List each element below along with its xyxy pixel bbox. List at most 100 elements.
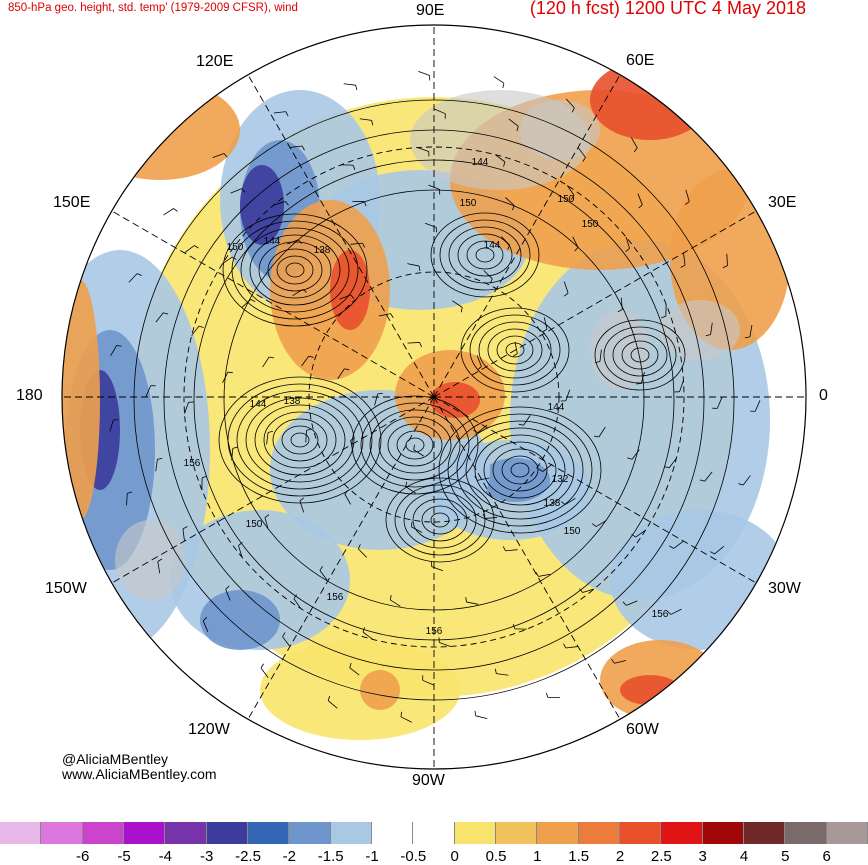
wind-barb [293,598,302,609]
wind-barb [566,185,575,196]
wind-barb-flag [502,546,506,552]
height-contour [403,491,477,549]
wind-barb [241,299,252,308]
height-contour [487,328,543,372]
wind-barb-flag [405,481,408,487]
wind-barb [260,667,269,678]
wind-barb [508,118,519,127]
height-contour [387,423,443,467]
height-contour [612,333,668,377]
wind-barb-flag [163,312,169,315]
height-contour [621,340,659,370]
meridian-line [433,396,757,584]
wind-barb [344,493,352,505]
wind-barb [625,236,630,249]
wind-barb [635,529,646,538]
height-contour [267,248,323,292]
wind-barb [673,540,684,549]
wind-barb [424,222,437,228]
lon-label-30e: 30E [768,194,797,211]
colorbar-swatch [247,822,290,844]
wind-barb-flag [350,437,356,441]
wind-barb-flag [260,663,264,669]
wind-barb [466,601,479,605]
wind-barb-flag [545,692,549,698]
height-contour [483,441,557,499]
wind-barb [155,312,164,323]
wind-barb [726,253,728,266]
wind-barb-flag [350,294,355,299]
colorbar-tick-label: 2 [615,848,625,865]
wind-barb [428,184,440,190]
wind-barb-flag [542,328,548,333]
wind-barb-flag [302,289,308,293]
colorbar-tick-label: 0.5 [485,848,507,865]
wind-barb [563,281,569,294]
wind-barb [679,380,684,392]
wind-barb-flag [563,643,567,649]
wind-barb [542,463,553,472]
map-disk: 144 150 150 150 144 150 144 138 144 138 156 150 132 1… [62,25,806,769]
height-contour [475,247,495,263]
height-contour [412,498,468,542]
wind-barb [273,111,286,114]
wind-barb [538,573,551,577]
wind-barb-flag [518,423,524,426]
wind-barb-flag [389,594,392,601]
colorbar-swatch [619,822,662,844]
wind-barb-flag [502,83,505,89]
height-label: 138 [284,396,301,407]
height-contour [276,255,314,285]
colorbar-swatch [41,822,83,844]
height-contour [469,314,561,386]
height-label: 156 [426,626,443,637]
wind-barb [128,273,138,283]
wind-barb [598,426,606,438]
wind-barb [411,526,423,533]
anomaly-patch [430,382,480,418]
height-label: 156 [327,592,344,603]
wind-barb-flag [127,491,133,494]
colorbar-swatch [454,822,496,844]
wind-barb [501,236,510,246]
wind-barb-flag [418,265,421,272]
wind-barb [599,349,602,362]
credit-website: www.AliciaMBentley.com [62,766,217,782]
height-contour [394,484,486,556]
anomaly-patch [62,280,100,520]
wind-barb-flag [173,208,178,212]
height-label: 150 [460,198,477,209]
wind-barb-flag [362,627,365,633]
meridian-line [247,74,435,398]
wind-barb-flag [344,489,349,495]
wind-barb [614,660,627,664]
height-contour [249,234,341,306]
wind-barb [301,355,310,367]
wind-barb [485,517,498,519]
wind-barb [359,118,372,121]
wind-barb [434,108,446,115]
wind-barb-flag [503,161,506,167]
wind-barb [262,356,270,368]
wind-barb [493,76,505,84]
colorbar-tick-label: -5 [117,848,131,865]
height-label: 132 [552,474,569,485]
height-contour [456,420,584,520]
map-title: 850-hPa geo. height, std. temp' (1979-20… [8,2,298,14]
colorbar-tick-label: 4 [739,848,749,865]
height-contour [439,219,531,291]
wind-barb-flag [594,361,601,364]
wind-barb-flag [157,457,163,460]
colorbar-swatch [0,822,42,844]
meridian-line [247,396,435,720]
wind-barb [343,83,356,86]
height-contour [218,376,382,504]
wind-barb [238,545,243,558]
wind-barb-flag [699,479,705,482]
wind-barb-flag [238,542,243,546]
wind-barb [273,201,286,206]
colorbar-swatch [289,822,331,844]
wind-barb [668,458,677,469]
wind-barb-flag [319,566,323,571]
lon-label-120w: 120W [188,721,230,738]
